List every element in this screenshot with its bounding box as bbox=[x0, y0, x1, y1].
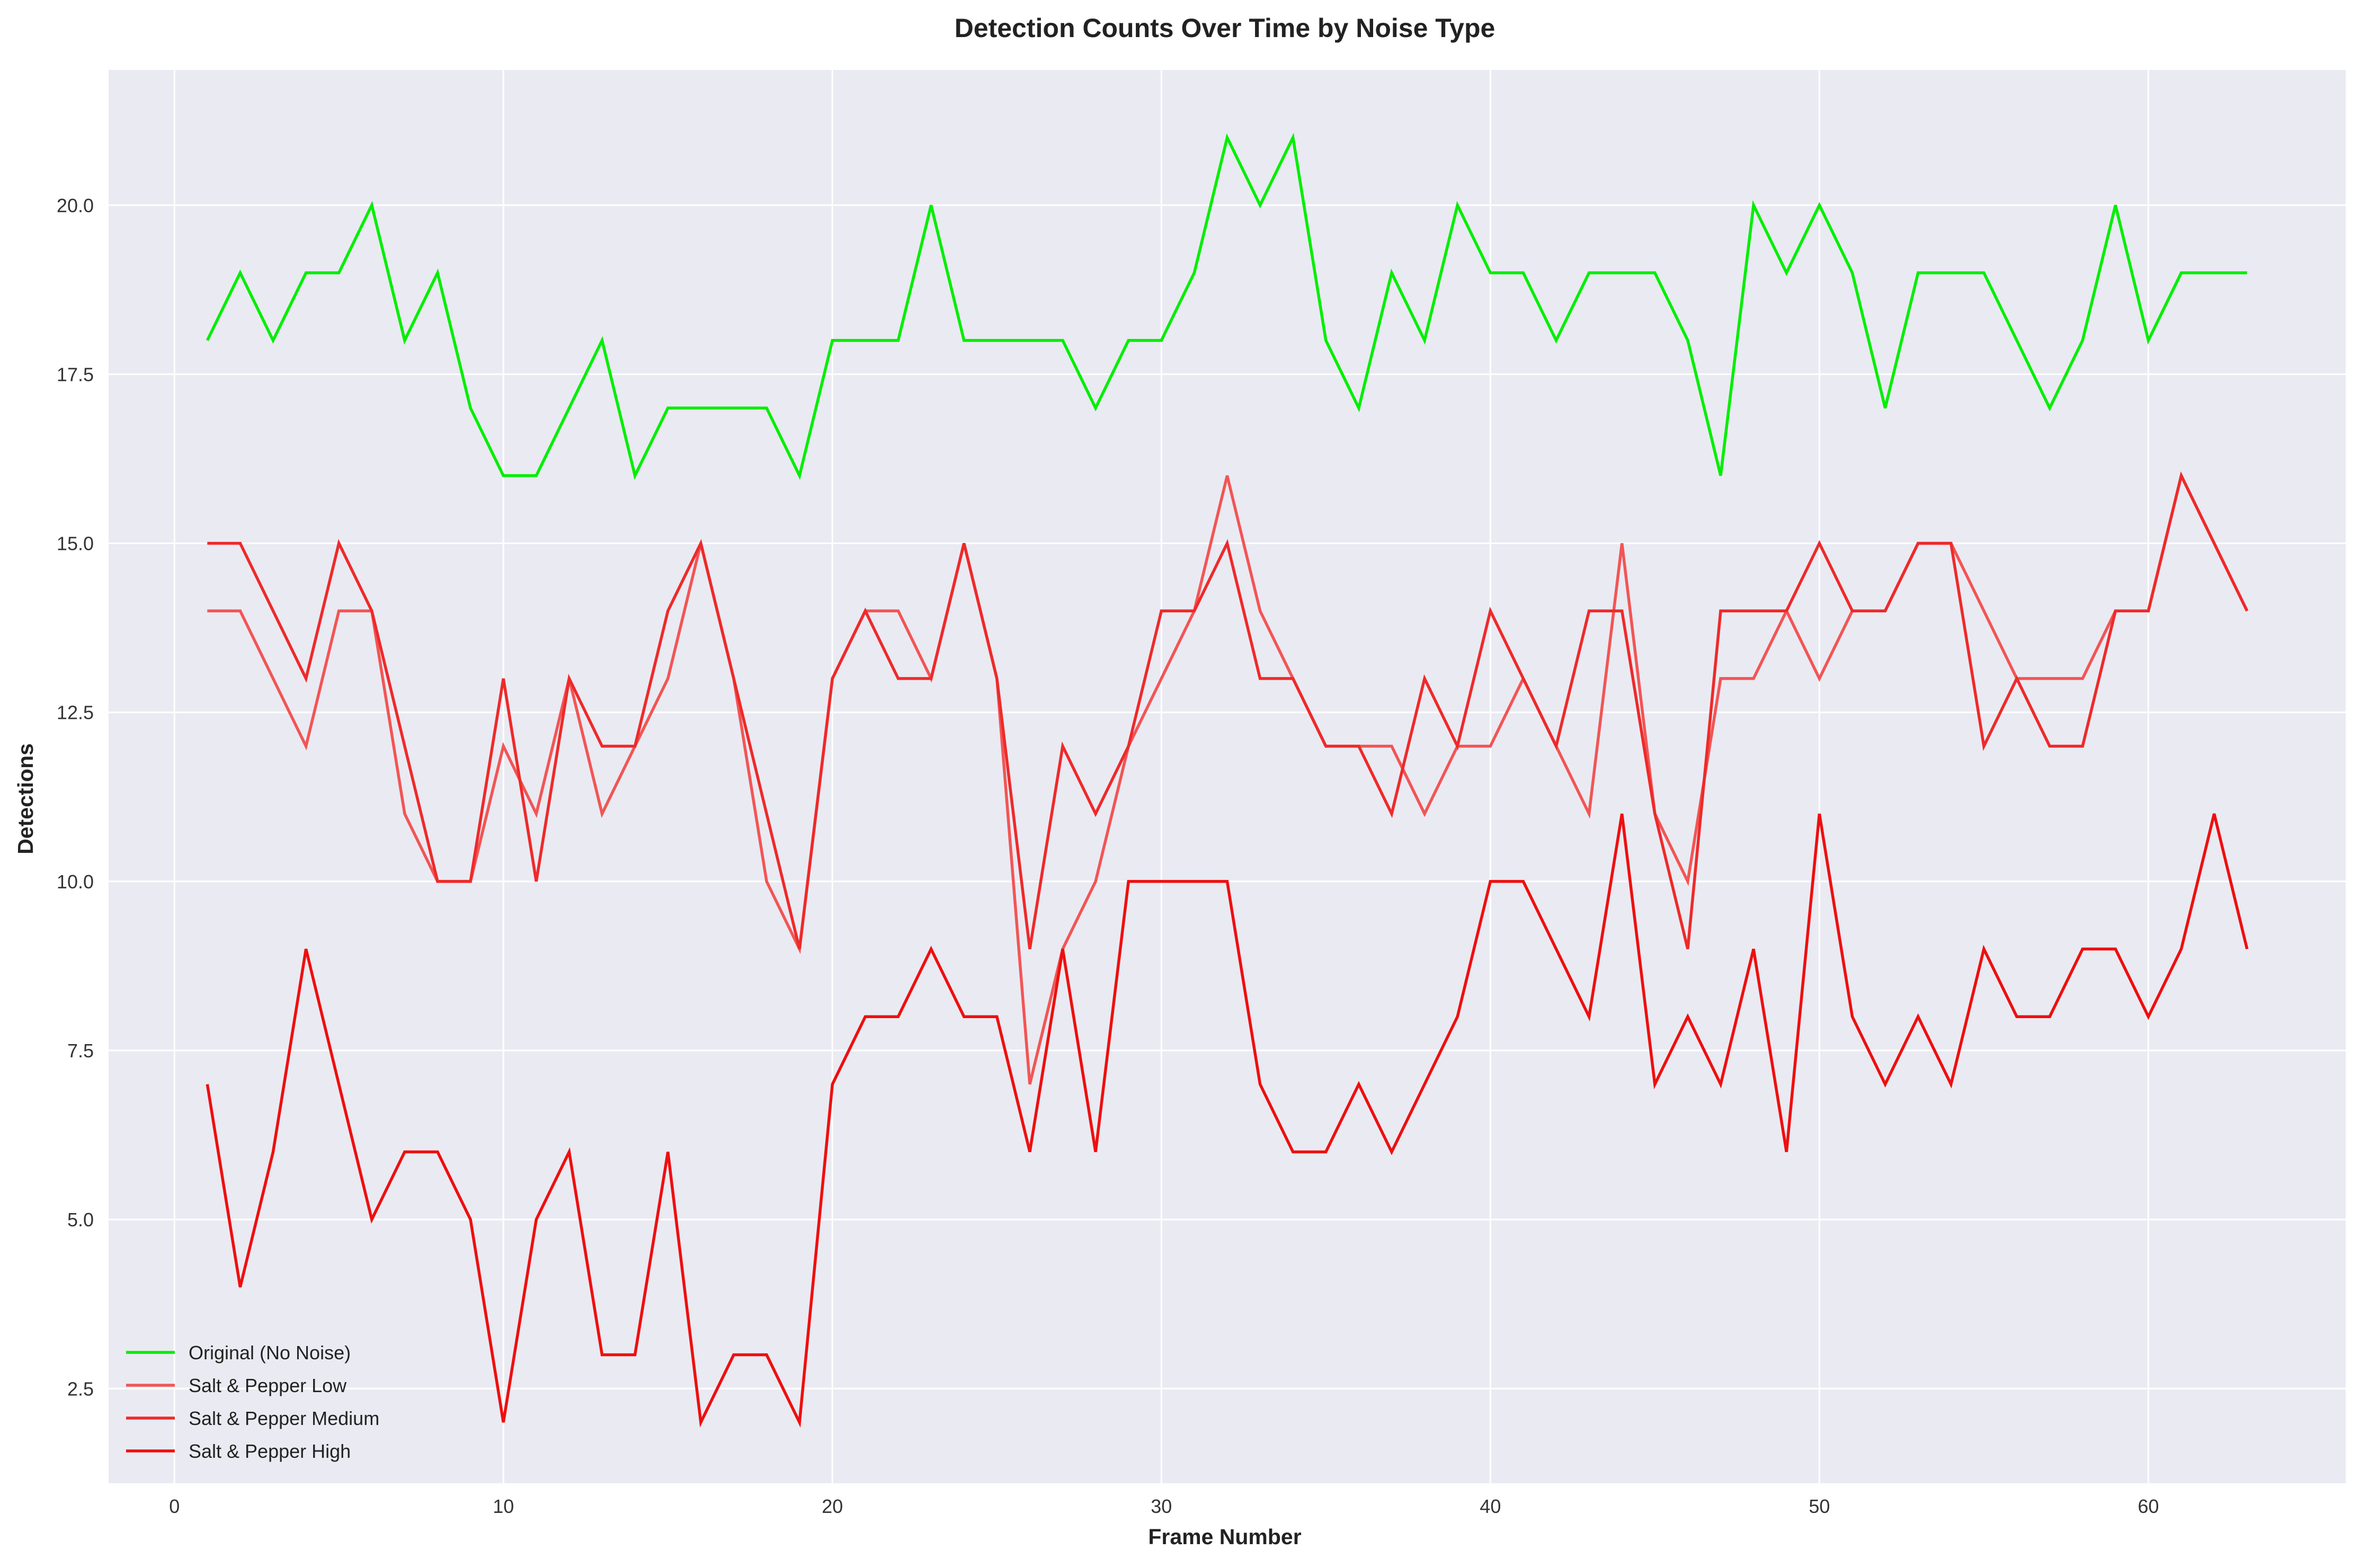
legend: Original (No Noise) Salt & Pepper Low Salt… bbox=[126, 1342, 379, 1462]
y-axis-ticks: 2.5 5.0 7.5 10.0 12.5 15.0 17.5 20.0 bbox=[57, 194, 94, 1400]
y-tick-label: 5.0 bbox=[67, 1209, 94, 1231]
legend-label: Original (No Noise) bbox=[189, 1342, 351, 1364]
legend-label: Salt & Pepper Medium bbox=[189, 1407, 379, 1429]
x-axis-ticks: 0 10 20 30 40 50 60 bbox=[169, 1495, 2159, 1517]
chart-title: Detection Counts Over Time by Noise Type bbox=[955, 13, 1495, 43]
y-tick-label: 10.0 bbox=[57, 871, 94, 893]
y-tick-label: 12.5 bbox=[57, 702, 94, 724]
y-tick-label: 17.5 bbox=[57, 363, 94, 385]
y-tick-label: 2.5 bbox=[67, 1378, 94, 1400]
legend-label: Salt & Pepper High bbox=[189, 1440, 351, 1462]
series-line-4 bbox=[206, 813, 2249, 1428]
series-line-3 bbox=[207, 471, 2249, 950]
x-tick-label: 10 bbox=[493, 1495, 514, 1517]
plot-area bbox=[109, 70, 2346, 1483]
x-tick-label: 40 bbox=[1480, 1495, 1501, 1517]
x-tick-label: 50 bbox=[1809, 1495, 1830, 1517]
x-axis-label: Frame Number bbox=[1148, 1525, 1301, 1549]
y-axis-label: Detections bbox=[13, 743, 38, 854]
series-lines bbox=[206, 132, 2249, 1428]
x-tick-label: 30 bbox=[1151, 1495, 1172, 1517]
x-tick-label: 60 bbox=[2138, 1495, 2159, 1517]
x-tick-label: 20 bbox=[822, 1495, 843, 1517]
x-tick-label: 0 bbox=[169, 1495, 180, 1517]
legend-label: Salt & Pepper Low bbox=[189, 1375, 347, 1396]
series-line-1 bbox=[206, 132, 2247, 480]
y-tick-label: 7.5 bbox=[67, 1040, 94, 1062]
y-tick-label: 20.0 bbox=[57, 194, 94, 216]
y-tick-label: 15.0 bbox=[57, 533, 94, 555]
